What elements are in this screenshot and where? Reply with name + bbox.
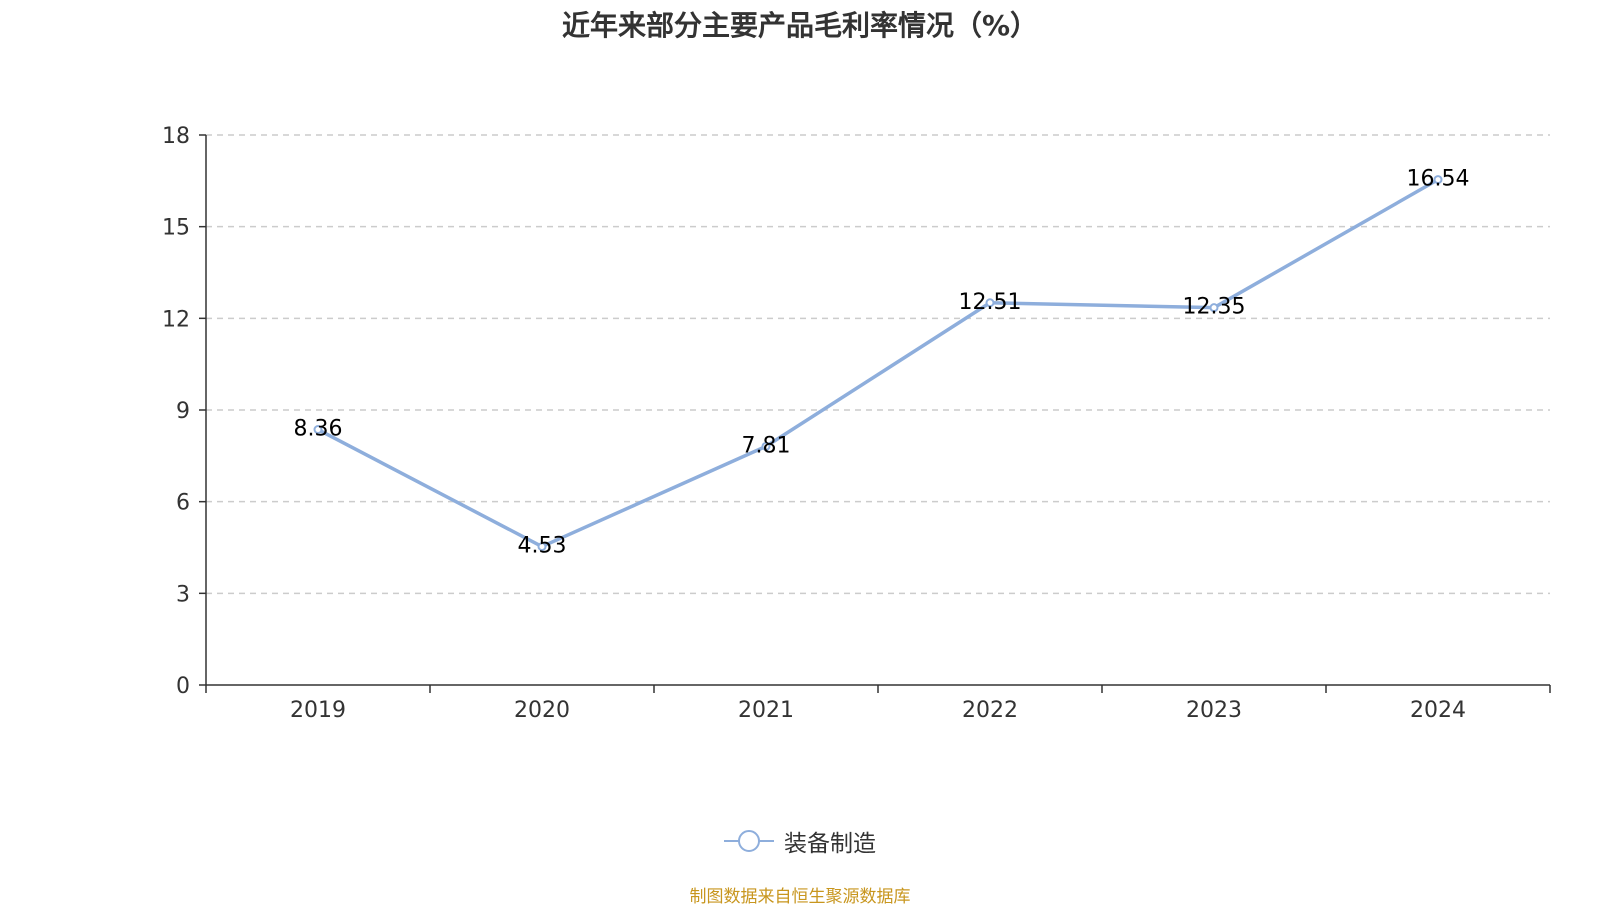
x-tick-label: 2020 [514, 698, 570, 723]
series-line [317, 178, 1439, 549]
axes: 0 3 6 9 12 15 18 2019 2020 2021 2022 2023 2024 [162, 124, 1551, 723]
data-point[interactable] [1209, 303, 1219, 313]
y-tick-label: 15 [162, 216, 190, 241]
data-label: 7.81 [742, 433, 791, 458]
y-tick-label: 18 [162, 124, 190, 149]
y-tick-label: 6 [176, 491, 190, 516]
legend-line-circle-icon [724, 828, 774, 854]
x-tick-label: 2023 [1186, 698, 1242, 723]
data-label: 12.35 [1183, 295, 1246, 320]
x-tick-label: 2022 [962, 698, 1018, 723]
grid-lines [206, 134, 1550, 595]
data-labels: 8.36 4.53 7.81 12.51 12.35 16.54 [294, 167, 1470, 559]
data-point[interactable] [313, 425, 323, 435]
data-label: 12.51 [959, 290, 1022, 315]
legend[interactable]: 装备制造 [0, 824, 1600, 858]
chart-title: 近年来部分主要产品毛利率情况（%） [561, 9, 1039, 42]
source-note: 制图数据来自恒生聚源数据库 [689, 887, 911, 907]
series-layer [313, 175, 1443, 552]
data-label: 4.53 [518, 534, 567, 559]
y-tick-label: 0 [176, 674, 190, 699]
data-point[interactable] [985, 298, 995, 308]
line-chart: 0 3 6 9 12 15 18 2019 2020 2021 2022 2023 2024 8.36 4… [162, 124, 1551, 723]
data-point[interactable] [1433, 175, 1443, 185]
y-tick-label: 9 [176, 399, 190, 424]
x-tick-label: 2019 [290, 698, 346, 723]
data-label: 8.36 [294, 417, 343, 442]
y-tick-label: 3 [176, 582, 190, 607]
data-point[interactable] [761, 441, 771, 451]
x-tick-label: 2021 [738, 698, 794, 723]
y-tick-label: 12 [162, 307, 190, 332]
x-tick-label: 2024 [1410, 698, 1466, 723]
data-label: 16.54 [1407, 167, 1470, 192]
data-point[interactable] [537, 542, 547, 552]
legend-label: 装备制造 [784, 831, 876, 857]
